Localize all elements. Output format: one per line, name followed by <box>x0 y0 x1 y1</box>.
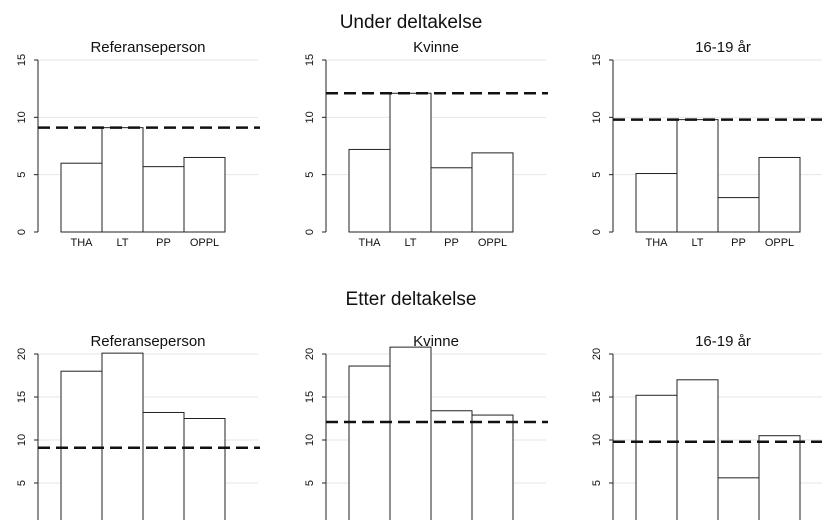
panel-1: Referanseperson 0 5 10 15 THA LT PP OPPL <box>16 39 260 249</box>
bar-lt <box>676 119 719 233</box>
category-label: LT <box>404 237 416 249</box>
panel-title: Referanseperson <box>90 39 205 56</box>
bar-pp <box>717 197 760 233</box>
y-tick-label: 10 <box>16 111 28 123</box>
category-label: LT <box>691 237 703 249</box>
bar-pp <box>142 166 185 233</box>
y-tick-label: 10 <box>16 434 28 446</box>
bar-tha <box>348 148 391 233</box>
y-tick-label: 5 <box>591 172 603 178</box>
y-tick-label: 10 <box>304 434 316 446</box>
y-tick-label: 20 <box>16 348 28 360</box>
panel-3: 16-19 år 0 5 10 15 THA LT PP OPPL <box>591 39 822 249</box>
y-tick-label: 5 <box>304 172 316 178</box>
panel-4: Referanseperson05101520THALTPPOPPL <box>16 333 260 520</box>
y-tick-label: 10 <box>304 111 316 123</box>
y-tick-label: 15 <box>16 54 28 66</box>
panel-title: 16-19 år <box>695 39 751 56</box>
y-tick-label: 15 <box>304 54 316 66</box>
category-label: PP <box>156 237 171 249</box>
panel-title: Kvinne <box>413 39 459 56</box>
bar-tha <box>60 370 103 520</box>
category-label: PP <box>731 237 746 249</box>
panel-title: Referanseperson <box>90 333 205 350</box>
y-tick-label: 0 <box>16 229 28 235</box>
y-tick-label: 5 <box>304 480 316 486</box>
y-tick-label: 20 <box>591 348 603 360</box>
bar-pp <box>430 167 473 233</box>
y-tick-label: 10 <box>591 111 603 123</box>
y-tick-label: 5 <box>16 172 28 178</box>
category-label: THA <box>359 237 382 249</box>
bar-pp <box>142 411 185 520</box>
y-tick-label: 0 <box>304 229 316 235</box>
bar-pp <box>717 477 760 520</box>
category-label: PP <box>444 237 459 249</box>
y-tick-label: 15 <box>591 391 603 403</box>
category-label: THA <box>71 237 94 249</box>
section-title-under: Under deltakelse <box>340 12 483 33</box>
y-tick-label: 5 <box>591 480 603 486</box>
panel-title: Kvinne <box>413 333 459 350</box>
y-tick-label: 20 <box>304 348 316 360</box>
bar-oppl <box>758 156 801 233</box>
y-tick-label: 10 <box>591 434 603 446</box>
panel-2: Kvinne 0 5 10 15 THA LT PP OPPL <box>304 39 548 249</box>
category-label: OPPL <box>190 237 219 249</box>
panel-6: 16-19 år05101520THALTPPOPPL <box>591 333 822 520</box>
bar-pp <box>430 410 473 520</box>
bar-oppl <box>758 435 801 520</box>
panel-title: 16-19 år <box>695 333 751 350</box>
y-tick-label: 15 <box>16 391 28 403</box>
bar-tha <box>348 365 391 520</box>
bar-oppl <box>471 414 514 520</box>
bar-lt <box>389 346 432 520</box>
bar-oppl <box>471 152 514 233</box>
y-tick-label: 15 <box>304 391 316 403</box>
bar-tha <box>60 162 103 233</box>
category-label: LT <box>116 237 128 249</box>
bar-lt <box>101 352 144 520</box>
bar-tha <box>635 173 678 233</box>
y-tick-label: 0 <box>591 229 603 235</box>
category-label: OPPL <box>478 237 507 249</box>
bar-lt <box>676 379 719 520</box>
category-label: OPPL <box>765 237 794 249</box>
bar-lt <box>389 92 432 233</box>
bar-oppl <box>183 418 226 520</box>
y-tick-label: 15 <box>591 54 603 66</box>
bar-lt <box>101 127 144 233</box>
y-tick-label: 5 <box>16 480 28 486</box>
panels: Referanseperson 0 5 10 15 THA LT PP OPPL Kvinne 0 5… <box>16 39 822 520</box>
section-title-etter: Etter deltakelse <box>346 289 477 310</box>
category-label: THA <box>646 237 669 249</box>
bar-tha <box>635 394 678 520</box>
bar-oppl <box>183 156 226 233</box>
panel-5: Kvinne05101520THALTPPOPPL <box>304 333 548 520</box>
